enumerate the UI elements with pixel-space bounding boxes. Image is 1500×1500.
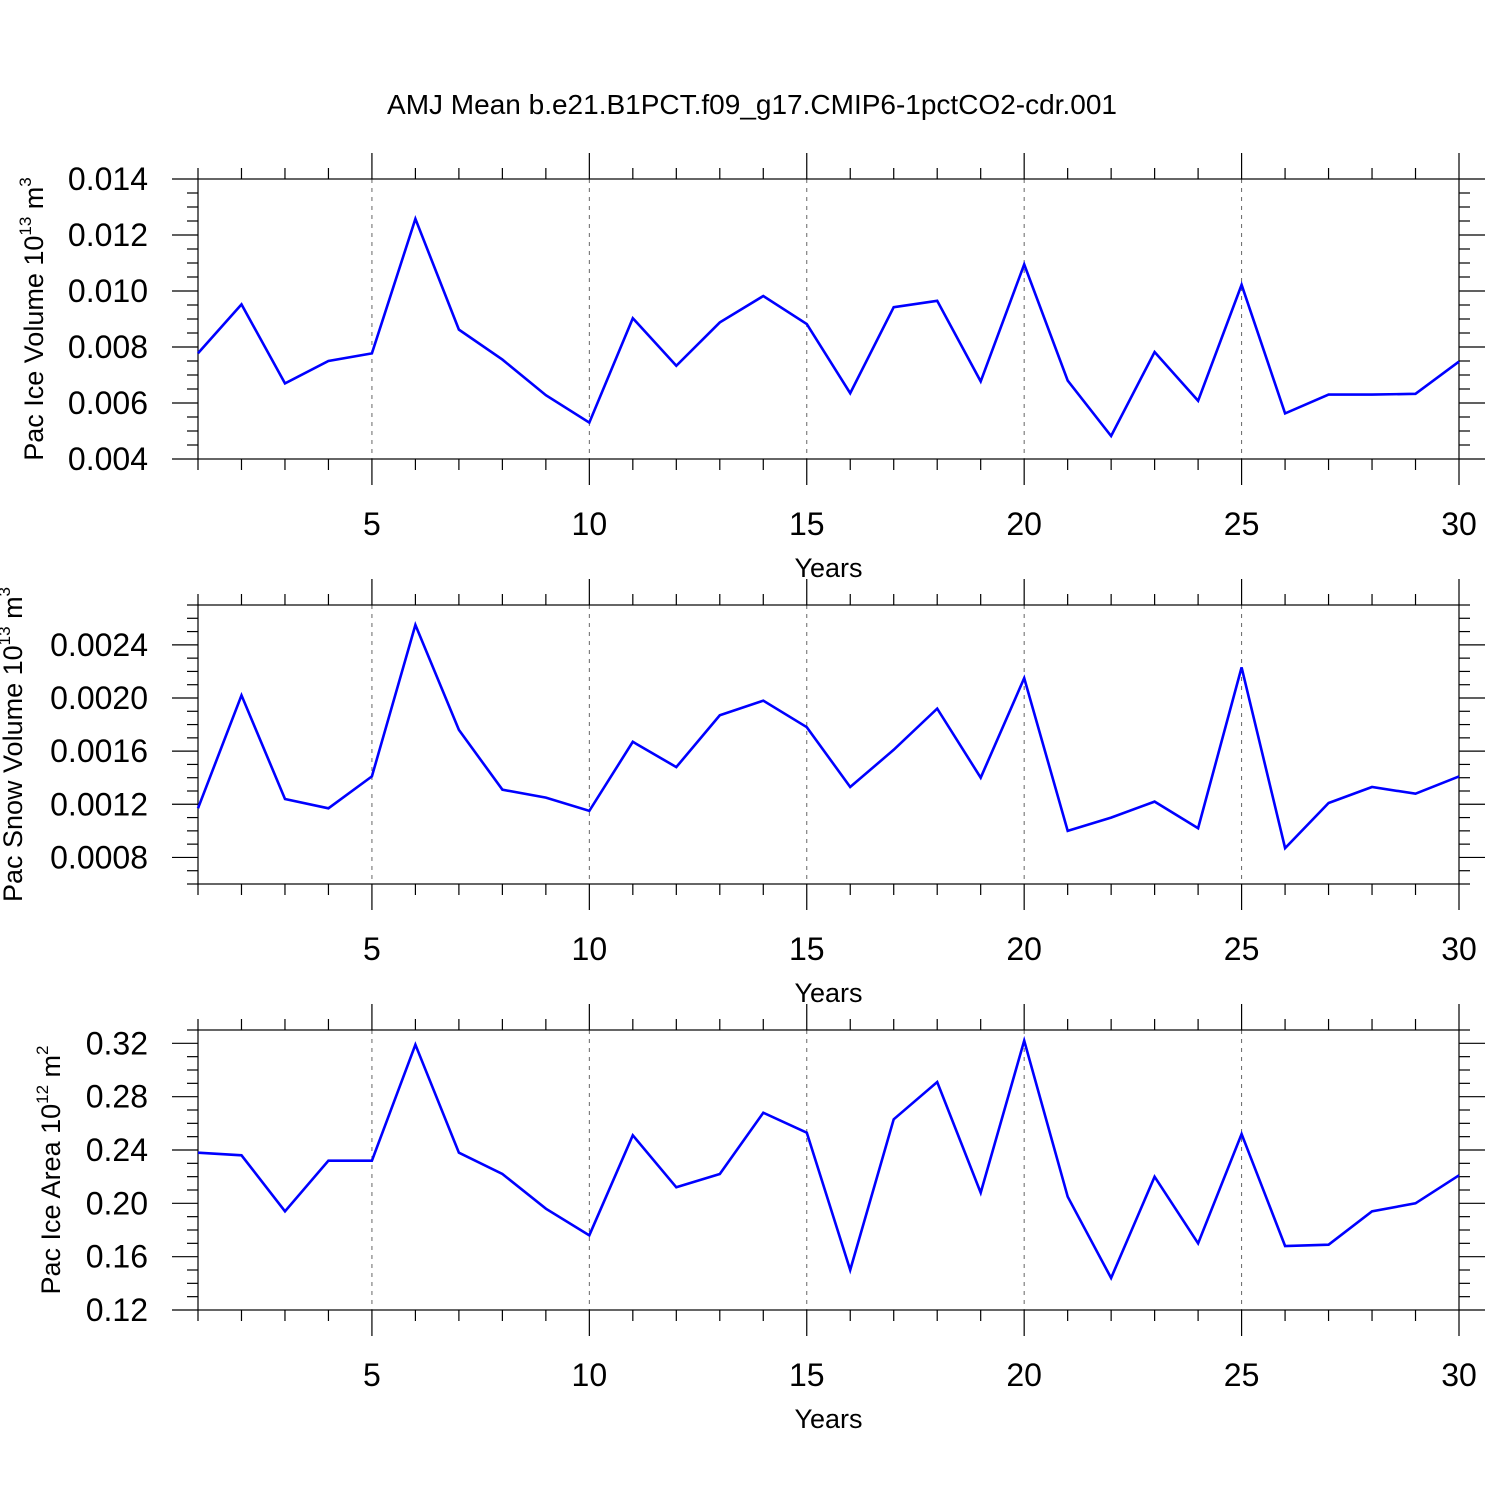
x-tick-label-ice-area-4: 25: [1224, 1357, 1260, 1393]
x-tick-label-ice-area-5: 30: [1441, 1357, 1477, 1393]
y-tick-label-snow-volume-0: 0.0008: [50, 839, 148, 875]
series-line-ice-area: [197, 1035, 1460, 1281]
x-tick-label-ice-area-1: 10: [572, 1357, 608, 1393]
y-tick-label-ice-area-0: 0.12: [86, 1292, 148, 1328]
y-tick-label-snow-volume-3: 0.0020: [50, 680, 148, 716]
plot-frame-ice-area: [197, 1029, 1460, 1311]
y-tick-label-ice-volume-0: 0.004: [68, 441, 148, 477]
x-tick-label-snow-volume-3: 20: [1006, 931, 1042, 967]
x-axis-title-snow-volume: Years: [794, 978, 862, 1008]
x-tick-label-snow-volume-0: 5: [363, 931, 381, 967]
chart-panel-snow-volume: 5 10 15 20 25 30 0.0008 0.0012 0.0016 0.0020 0.002…: [0, 579, 1485, 1008]
x-tick-label-ice-volume-0: 5: [363, 506, 381, 542]
x-tick-label-ice-volume-5: 30: [1441, 506, 1477, 542]
x-tick-label-snow-volume-1: 10: [572, 931, 608, 967]
series-line-snow-volume: [196, 620, 1460, 851]
x-tick-label-snow-volume-4: 25: [1224, 931, 1260, 967]
plot-frame-ice-volume: [197, 178, 1460, 460]
y-tick-label-ice-area-5: 0.32: [86, 1025, 148, 1061]
y-tick-label-snow-volume-2: 0.0016: [50, 733, 148, 769]
y-axis-title-ice-volume: Pac Ice Volume 1013 m3: [16, 177, 49, 461]
y-tick-label-ice-area-4: 0.28: [86, 1079, 148, 1115]
x-tick-label-snow-volume-2: 15: [789, 931, 825, 967]
x-tick-label-ice-area-3: 20: [1006, 1357, 1042, 1393]
y-tick-label-ice-volume-5: 0.014: [68, 161, 148, 197]
y-tick-label-ice-volume-3: 0.010: [68, 273, 148, 309]
y-tick-label-ice-volume-2: 0.008: [68, 329, 148, 365]
panels: 5 10 15 20 25 30 0.004 0.006 0.008 0.010 0.012 0.01…: [0, 153, 1485, 1434]
x-tick-label-ice-area-0: 5: [363, 1357, 381, 1393]
x-tick-label-snow-volume-5: 30: [1441, 931, 1477, 967]
figure-title: AMJ Mean b.e21.B1PCT.f09_g17.CMIP6-1pctC…: [387, 89, 1117, 120]
x-axis-title-ice-volume: Years: [794, 553, 862, 583]
y-tick-label-ice-area-3: 0.24: [86, 1132, 148, 1168]
y-tick-label-ice-area-2: 0.20: [86, 1185, 148, 1221]
y-tick-label-ice-volume-4: 0.012: [68, 217, 148, 253]
x-tick-label-ice-volume-4: 25: [1224, 506, 1260, 542]
series-line-ice-volume: [197, 214, 1460, 439]
x-tick-label-ice-area-2: 15: [789, 1357, 825, 1393]
x-axis-title-ice-area: Years: [794, 1404, 862, 1434]
x-tick-label-ice-volume-3: 20: [1006, 506, 1042, 542]
y-tick-label-snow-volume-1: 0.0012: [50, 786, 148, 822]
plot-frame-snow-volume: [197, 604, 1460, 885]
y-axis-title-snow-volume: Pac Snow Volume 1013 m3: [0, 587, 28, 902]
y-tick-label-snow-volume-4: 0.0024: [50, 627, 148, 663]
chart-panel-ice-area: 5 10 15 20 25 30 0.12 0.16 0.20 0.24 0.28 0.32 Years…: [33, 1004, 1485, 1434]
y-tick-label-ice-volume-1: 0.006: [68, 385, 148, 421]
x-tick-label-ice-volume-1: 10: [572, 506, 608, 542]
y-tick-label-ice-area-1: 0.16: [86, 1239, 148, 1275]
x-tick-label-ice-volume-2: 15: [789, 506, 825, 542]
y-axis-title-ice-area: Pac Ice Area 1012 m2: [33, 1045, 66, 1294]
chart-panel-ice-volume: 5 10 15 20 25 30 0.004 0.006 0.008 0.010 0.012 0.01…: [16, 153, 1485, 583]
